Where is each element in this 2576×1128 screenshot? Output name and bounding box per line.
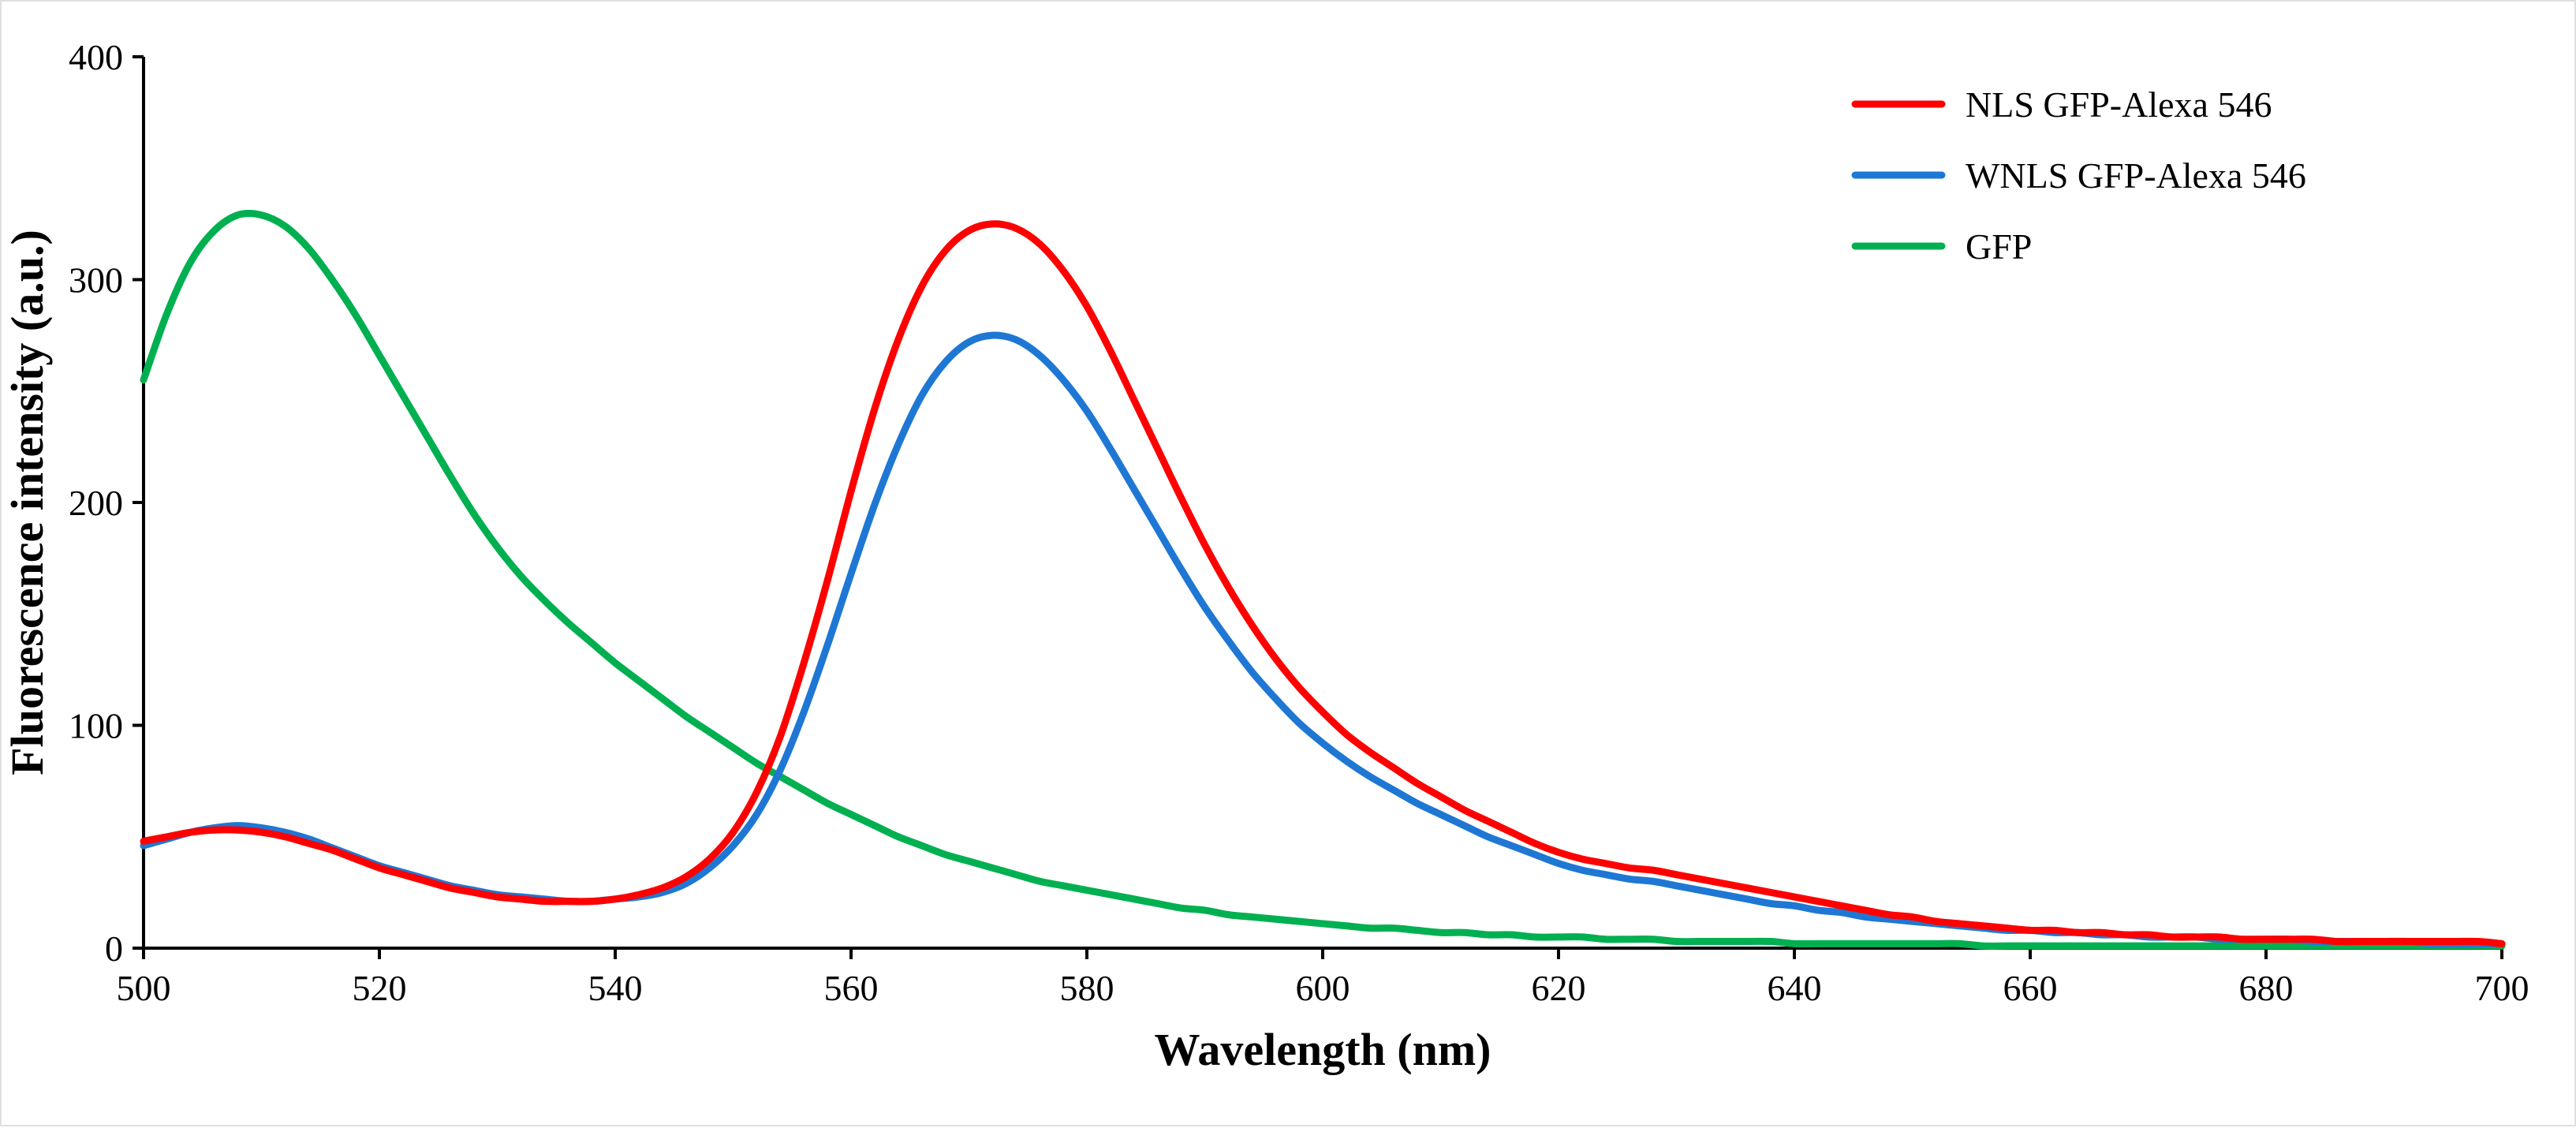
x-tick-label: 700 [2475, 968, 2529, 1008]
figure-frame: 500 520 540 560 580 600 620 640 660 680 700 0 100 200… [0, 0, 2576, 1126]
spectrum-plot: 500 520 540 560 580 600 620 640 660 680 700 0 100 200… [2, 2, 2576, 1128]
x-tick-label: 540 [588, 968, 643, 1008]
x-tick-label: 640 [1768, 968, 1822, 1008]
series-line [144, 213, 2502, 946]
x-axis-title: Wavelength (nm) [1155, 1024, 1491, 1075]
x-tick-label: 580 [1060, 968, 1114, 1008]
legend-label: NLS GFP-Alexa 546 [1966, 84, 2272, 125]
y-tick-label: 200 [69, 483, 123, 523]
y-tick-label: 400 [69, 37, 123, 77]
legend-label: WNLS GFP-Alexa 546 [1966, 155, 2306, 196]
y-tick-label: 100 [69, 706, 123, 746]
series-line [144, 224, 2502, 944]
legend-label: GFP [1966, 226, 2032, 267]
series-line [144, 335, 2502, 944]
x-tick-label: 560 [824, 968, 879, 1008]
y-axis-title: Fluorescence intensity (a.u.) [2, 230, 53, 775]
x-tick-label: 620 [1532, 968, 1586, 1008]
x-tick-label: 660 [2003, 968, 2058, 1008]
y-tick-label: 300 [69, 260, 123, 301]
x-tick-label: 680 [2239, 968, 2294, 1008]
y-tick-label: 0 [105, 928, 123, 969]
x-tick-label: 600 [1296, 968, 1350, 1008]
x-tick-label: 520 [353, 968, 407, 1008]
x-tick-label: 500 [117, 968, 171, 1008]
